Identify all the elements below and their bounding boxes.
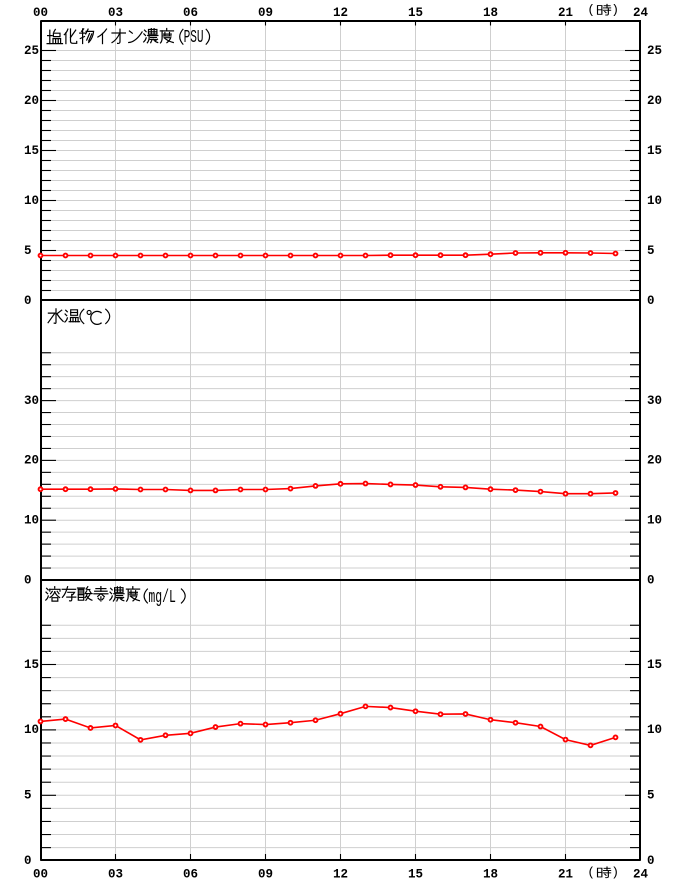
svg-text:09: 09 bbox=[258, 6, 273, 20]
svg-text:mg/L: mg/L bbox=[148, 587, 176, 609]
svg-text:30: 30 bbox=[24, 394, 39, 408]
svg-text:): ) bbox=[611, 2, 619, 17]
svg-text:00: 00 bbox=[33, 867, 48, 880]
svg-text:25: 25 bbox=[647, 44, 662, 58]
svg-text:15: 15 bbox=[647, 144, 662, 158]
svg-text:20: 20 bbox=[24, 454, 39, 468]
svg-text:15: 15 bbox=[408, 6, 423, 20]
svg-text:06: 06 bbox=[183, 867, 198, 880]
svg-text:10: 10 bbox=[647, 723, 662, 737]
svg-text:0: 0 bbox=[24, 854, 32, 868]
svg-text:(: ( bbox=[587, 865, 595, 880]
svg-text:00: 00 bbox=[33, 6, 48, 20]
svg-text:5: 5 bbox=[647, 789, 655, 803]
svg-text:10: 10 bbox=[24, 194, 39, 208]
svg-text:): ) bbox=[611, 865, 619, 880]
svg-text:(: ( bbox=[587, 2, 595, 17]
svg-text:15: 15 bbox=[408, 867, 423, 880]
svg-text:15: 15 bbox=[24, 658, 39, 672]
svg-text:5: 5 bbox=[24, 789, 32, 803]
svg-text:0: 0 bbox=[647, 294, 655, 308]
svg-text:18: 18 bbox=[483, 6, 498, 20]
svg-text:0: 0 bbox=[647, 573, 655, 587]
svg-text:5: 5 bbox=[24, 244, 32, 258]
svg-text:09: 09 bbox=[258, 867, 273, 880]
svg-text:12: 12 bbox=[333, 867, 348, 880]
svg-text:0: 0 bbox=[24, 294, 32, 308]
svg-text:10: 10 bbox=[647, 194, 662, 208]
svg-text:20: 20 bbox=[647, 454, 662, 468]
svg-text:12: 12 bbox=[333, 6, 348, 20]
svg-text:21: 21 bbox=[558, 6, 573, 20]
svg-text:03: 03 bbox=[108, 6, 123, 20]
svg-text:20: 20 bbox=[647, 94, 662, 108]
svg-text:18: 18 bbox=[483, 867, 498, 880]
svg-text:10: 10 bbox=[647, 514, 662, 528]
svg-text:24: 24 bbox=[633, 867, 649, 880]
svg-text:15: 15 bbox=[24, 144, 39, 158]
svg-text:25: 25 bbox=[24, 44, 39, 58]
svg-text:06: 06 bbox=[183, 6, 198, 20]
svg-text:5: 5 bbox=[647, 244, 655, 258]
svg-text:20: 20 bbox=[24, 94, 39, 108]
svg-text:30: 30 bbox=[647, 394, 662, 408]
svg-text:0: 0 bbox=[24, 573, 32, 587]
svg-text:PSU: PSU bbox=[184, 26, 204, 48]
svg-text:15: 15 bbox=[647, 658, 662, 672]
svg-text:03: 03 bbox=[108, 867, 123, 880]
svg-text:21: 21 bbox=[558, 867, 573, 880]
svg-text:0: 0 bbox=[647, 854, 655, 868]
svg-text:24: 24 bbox=[633, 6, 649, 20]
svg-text:10: 10 bbox=[24, 723, 39, 737]
svg-text:10: 10 bbox=[24, 514, 39, 528]
